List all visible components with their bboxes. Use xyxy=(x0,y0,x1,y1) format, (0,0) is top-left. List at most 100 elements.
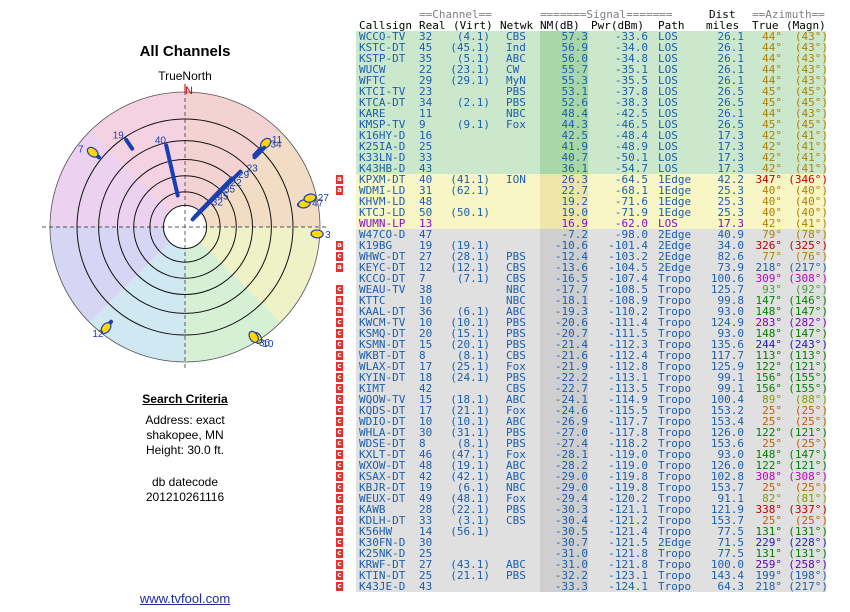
cell-call[interactable]: KSTP-DT xyxy=(359,52,406,65)
cell-path: Tropo xyxy=(658,382,692,395)
cell-path: Tropo xyxy=(658,448,692,461)
cell-call[interactable]: K16HY-D xyxy=(359,129,406,142)
cell-call[interactable]: KMSP-TV xyxy=(359,118,406,131)
cell-call[interactable]: KSMQ-DT xyxy=(359,327,406,340)
cell-call[interactable]: KXLT-DT xyxy=(359,448,406,461)
cell-call[interactable]: K30FN-D xyxy=(359,536,406,549)
cell-call[interactable]: WFTC xyxy=(359,74,386,87)
cell-pwr: -121.5 xyxy=(608,536,648,549)
cell-pwr: -71.6 xyxy=(614,195,648,208)
cell-real: 17 xyxy=(419,404,433,417)
cell-path: LOS xyxy=(658,52,678,65)
cell-call[interactable]: K56HW xyxy=(359,525,393,538)
cell-call[interactable]: WCCO-TV xyxy=(359,30,406,43)
cell-mag: (40°) xyxy=(794,195,828,208)
cell-pwr: -42.5 xyxy=(614,107,648,120)
cell-call[interactable]: KEYC-DT xyxy=(359,261,406,274)
cell-call[interactable]: W47CO-D xyxy=(359,228,406,241)
cell-virt: (8.1) xyxy=(456,349,490,362)
cell-mag: (25°) xyxy=(794,415,828,428)
cell-call[interactable]: K43JE-D xyxy=(359,580,406,593)
radar-channel-label: 45 xyxy=(217,191,229,202)
cell-az: 45° xyxy=(762,96,782,109)
tvfool-link[interactable]: www.tvfool.com xyxy=(139,591,231,606)
cell-net: NBC xyxy=(506,294,526,307)
radar-signal-bar xyxy=(164,143,180,198)
cell-call[interactable]: WUMN-LP xyxy=(359,217,406,230)
cell-call[interactable]: WHWC-DT xyxy=(359,250,406,263)
cell-call[interactable]: KSMN-DT xyxy=(359,338,406,351)
cell-mag: (43°) xyxy=(794,52,828,65)
cell-dist: 91.1 xyxy=(717,492,745,505)
cell-net: CBS xyxy=(506,30,526,43)
cell-call[interactable]: WQOW-TV xyxy=(359,393,406,406)
table-row: KHVM-LD 48 19.2 -71.6 1Edge 25.3 40° (40°) xyxy=(356,195,828,208)
table-row: c K25NK-D 25 -31.0 -121.8 Tropo 77.5 131° (131°) xyxy=(336,547,828,560)
table-row: c K43JE-D 43 -33.3 -124.1 Tropo 64.3 218° (217°) xyxy=(336,580,828,593)
cell-path: Tropo xyxy=(658,283,692,296)
cell-call[interactable]: KAAL-DT xyxy=(359,305,406,318)
cell-call[interactable]: WDSE-DT xyxy=(359,437,406,450)
cell-call[interactable]: WXOW-DT xyxy=(359,459,406,472)
cell-call[interactable]: KQDS-DT xyxy=(359,404,406,417)
cell-real: 28 xyxy=(419,503,433,516)
cell-call[interactable]: K33LN-D xyxy=(359,151,406,164)
cell-dist: 126.0 xyxy=(710,459,744,472)
table-row: WCCO-TV 32 (4.1) CBS 57.3 -33.6 LOS 26.1 44° (43°… xyxy=(356,30,828,43)
radar-channel-label: 10 xyxy=(262,339,274,350)
cell-call[interactable]: WUCW xyxy=(359,63,386,76)
cell-call[interactable]: WKBT-DT xyxy=(359,349,406,362)
cell-call[interactable]: WEAU-TV xyxy=(359,283,406,296)
cell-call[interactable]: KDLH-DT xyxy=(359,514,406,527)
cell-call[interactable]: K25IA-D xyxy=(359,140,406,153)
warning-marker-icon: c xyxy=(336,560,343,569)
cell-call[interactable]: KIMT xyxy=(359,382,386,395)
cell-mag: (43°) xyxy=(794,41,828,54)
cell-call[interactable]: KRWF-DT xyxy=(359,558,406,571)
warning-marker-icon: c xyxy=(336,395,343,404)
cell-call[interactable]: KSAX-DT xyxy=(359,470,406,483)
cell-call[interactable]: KHVM-LD xyxy=(359,195,406,208)
cell-call[interactable]: KTTC xyxy=(359,294,386,307)
cell-call[interactable]: KARE xyxy=(359,107,386,120)
cell-call[interactable]: KYIN-DT xyxy=(359,371,406,384)
cell-nm: 36.1 xyxy=(540,163,588,174)
warning-marker-icon: c xyxy=(336,285,343,294)
cell-real: 29 xyxy=(419,74,433,87)
cell-net: ABC xyxy=(506,470,526,483)
cell-call[interactable]: KPXM-DT xyxy=(359,173,406,186)
cell-call[interactable]: WEUX-DT xyxy=(359,492,406,505)
cell-call[interactable]: KCCO-DT xyxy=(359,272,406,285)
table-row: c WLAX-DT 17 (25.1) Fox -21.9 -112.8 Tropo 125.9… xyxy=(336,360,828,373)
cell-dist: 102.8 xyxy=(710,470,744,483)
cell-dist: 100.6 xyxy=(710,272,744,285)
cell-pwr: -121.8 xyxy=(608,558,648,571)
cell-call[interactable]: KTCI-TV xyxy=(359,85,406,98)
cell-call[interactable]: WHLA-DT xyxy=(359,426,406,439)
cell-call[interactable]: KTCA-DT xyxy=(359,96,406,109)
cell-call[interactable]: WDIO-DT xyxy=(359,415,406,428)
cell-nm: 19.0 xyxy=(540,207,588,218)
cell-call[interactable]: K43HB-D xyxy=(359,162,406,175)
cell-call[interactable]: KWCM-TV xyxy=(359,316,406,329)
cell-path: Tropo xyxy=(658,415,692,428)
cell-call[interactable]: K25NK-D xyxy=(359,547,406,560)
cell-az: 42° xyxy=(762,140,782,153)
cell-pwr: -118.2 xyxy=(608,437,648,450)
cell-call[interactable]: KBJR-DT xyxy=(359,481,406,494)
cell-call[interactable]: WDMI-LD xyxy=(359,184,406,197)
radar-channel-label: 27 xyxy=(318,193,330,204)
cell-call[interactable]: K19BG xyxy=(359,239,393,252)
cell-path: LOS xyxy=(658,96,678,109)
cell-real: 33 xyxy=(419,151,433,164)
cell-dist: 93.0 xyxy=(717,448,745,461)
cell-call[interactable]: WLAX-DT xyxy=(359,360,406,373)
table-row: c K30FN-D 30 -30.7 -121.5 2Edge 71.5 229° (228°) xyxy=(336,536,828,549)
cell-call[interactable]: KTCJ-LD xyxy=(359,206,406,219)
cell-net: Fox xyxy=(506,492,526,505)
cell-call[interactable]: KAWB xyxy=(359,503,386,516)
cell-call[interactable]: KTIN-DT xyxy=(359,569,406,582)
cell-call[interactable]: KSTC-DT xyxy=(359,41,406,54)
cell-dist: 121.9 xyxy=(710,503,744,516)
warning-marker-icon: a xyxy=(336,186,343,195)
